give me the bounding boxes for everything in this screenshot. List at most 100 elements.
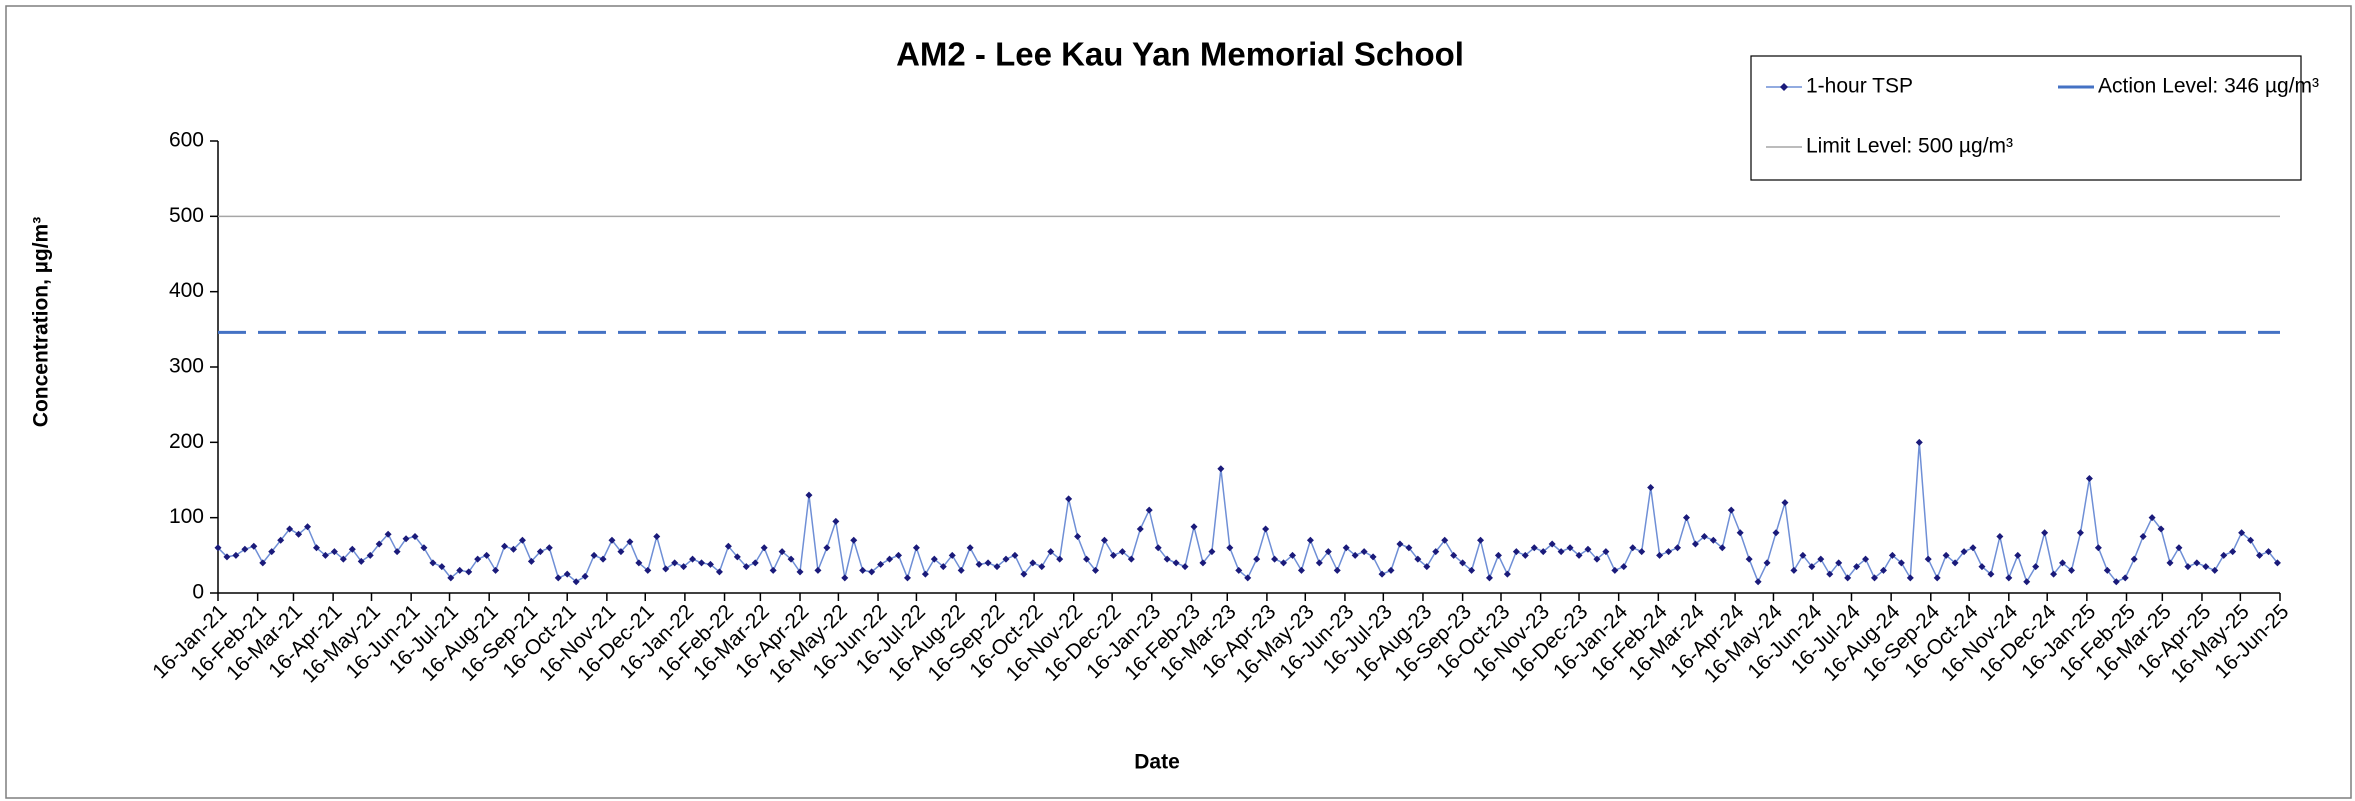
data-point (581, 572, 589, 580)
data-point (1047, 548, 1055, 556)
data-point (250, 542, 258, 550)
data-point (1306, 536, 1314, 544)
data-point (2175, 544, 2183, 552)
data-point (474, 555, 482, 563)
data-point (948, 551, 956, 559)
data-point (1745, 555, 1753, 563)
data-point (1477, 536, 1485, 544)
data-point (2202, 563, 2210, 571)
data-point (2157, 525, 2165, 533)
data-point (2229, 548, 2237, 556)
data-point (1217, 465, 1225, 473)
data-point (393, 548, 401, 556)
data-point (223, 553, 231, 561)
data-point (2273, 559, 2281, 567)
data-point (1074, 533, 1082, 540)
data-point (1879, 566, 1887, 574)
data-point (1942, 551, 1950, 559)
data-point (1235, 566, 1243, 574)
data-point (1011, 551, 1019, 559)
data-point (1638, 548, 1646, 556)
data-point (1862, 555, 1870, 563)
legend-label: 1-hour TSP (1806, 75, 1913, 98)
data-point (402, 535, 410, 543)
data-point (1244, 574, 1252, 582)
legend-label: Action Level: 346 µg/m³ (2098, 75, 2319, 98)
data-point (1602, 548, 1610, 556)
data-point (1978, 563, 1986, 571)
data-point (438, 563, 446, 571)
data-point (1100, 536, 1108, 544)
data-point (689, 555, 697, 563)
data-point (733, 553, 741, 561)
data-point (1369, 553, 1377, 561)
x-axis-title: Date (1134, 751, 1180, 774)
data-point (1915, 438, 1923, 446)
data-point (859, 566, 867, 574)
data-point (1083, 555, 1091, 563)
data-point (930, 555, 938, 563)
data-point (895, 551, 903, 559)
data-point (1503, 570, 1511, 578)
data-point (769, 566, 777, 574)
data-point (599, 555, 607, 563)
data-point (1575, 551, 1583, 559)
data-point (1530, 544, 1538, 552)
data-point (554, 574, 562, 582)
data-point (2005, 574, 2013, 582)
y-tick-label: 100 (169, 505, 204, 528)
data-point (1315, 559, 1323, 567)
data-point (787, 555, 795, 563)
data-point (1754, 578, 1762, 586)
data-point (2103, 566, 2111, 574)
data-point (590, 551, 598, 559)
data-point (1333, 566, 1341, 574)
data-point (1360, 548, 1368, 556)
data-point (1897, 559, 1905, 567)
data-point (1906, 574, 1914, 582)
data-point (1718, 544, 1726, 552)
data-point (348, 545, 356, 553)
data-point (1351, 551, 1359, 559)
data-point (2067, 566, 2075, 574)
data-point (1709, 536, 1717, 544)
y-axis-title: Concentration, µg/m³ (30, 217, 53, 427)
data-point (2211, 566, 2219, 574)
data-point (2032, 563, 2040, 571)
data-point (850, 536, 858, 544)
legend-marker (1780, 83, 1788, 91)
data-point (1271, 555, 1279, 563)
data-point (2139, 533, 2147, 540)
data-point (662, 565, 670, 573)
data-point (2041, 529, 2049, 537)
y-tick-label: 0 (192, 581, 204, 604)
data-point (1092, 566, 1100, 574)
data-point (2220, 551, 2228, 559)
data-point (1763, 559, 1771, 567)
data-point (572, 578, 580, 586)
data-point (411, 533, 419, 540)
data-point (1109, 551, 1117, 559)
data-point (1826, 570, 1834, 578)
data-point (1584, 545, 1592, 553)
data-point (698, 559, 706, 567)
data-point (312, 544, 320, 552)
data-point (715, 568, 723, 576)
data-point (1029, 559, 1037, 567)
data-point (509, 545, 517, 553)
legend-box (1750, 55, 2302, 181)
y-tick-label: 300 (169, 355, 204, 378)
data-point (1324, 548, 1332, 556)
data-point (339, 555, 347, 563)
data-point (2050, 570, 2058, 578)
data-point (2256, 551, 2264, 559)
data-point (1208, 548, 1216, 556)
data-point (321, 551, 329, 559)
data-point (2014, 551, 2022, 559)
data-point (724, 542, 732, 550)
data-point (1342, 544, 1350, 552)
data-point (1441, 536, 1449, 544)
data-point (1933, 574, 1941, 582)
data-point (277, 536, 285, 544)
data-point (1038, 563, 1046, 571)
